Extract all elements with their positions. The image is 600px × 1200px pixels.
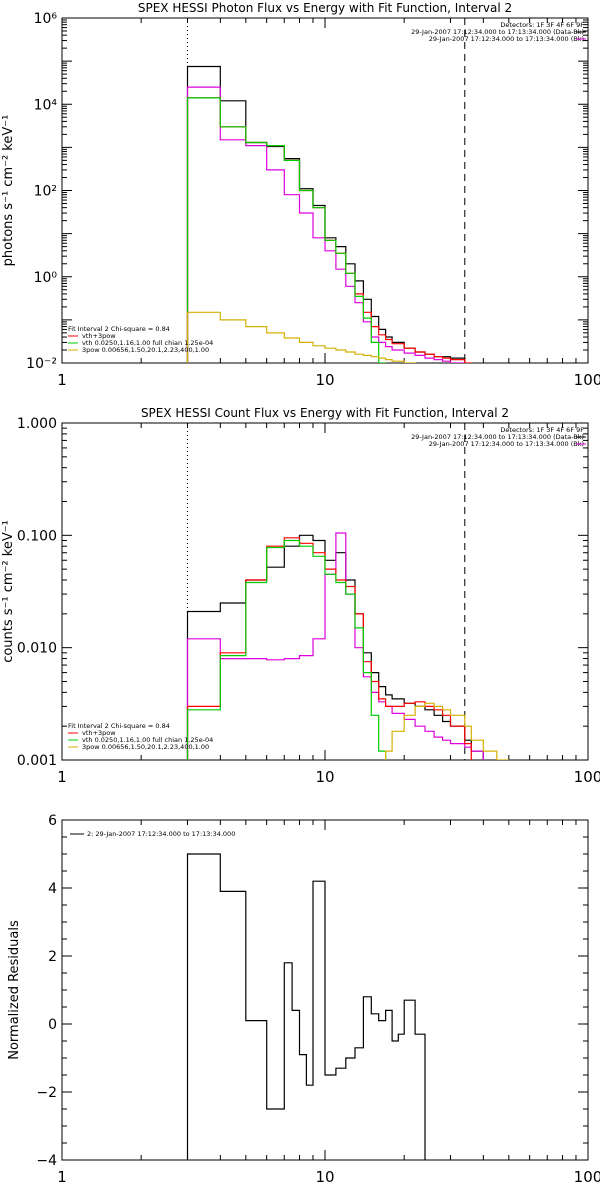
series-group [186,853,426,1160]
header-text: 29-Jan-2007 17:12:34.000 to 17:13:34.000… [411,433,584,441]
y-tick-label: 10⁰ [34,270,58,286]
header-text: 29-Jan-2007 17:12:34.000 to 17:13:34.000… [429,35,584,43]
series-line-5 [385,702,509,760]
series-line-1 [186,853,426,1160]
legend-entry: vth 0.0250,1.16,1.00 full chian 1.25e-04 [82,339,213,347]
legend-entry: Fit Interval 2 Chi-square = 0.84 [68,722,170,730]
x-tick-label: 10 [315,371,334,389]
legend-entry: 3pow 0.00656,1.50,20.1,2.23,400,1.00 [82,346,209,354]
y-tick-label: 10² [34,184,57,200]
y-tick-label: 10⁶ [34,11,58,27]
legend-entry: Fit Interval 2 Chi-square = 0.84 [68,325,170,333]
chart-panel-1: SPEX HESSI Photon Flux vs Energy with Fi… [1,1,600,389]
series-line-2 [186,86,465,363]
legend-entry: 3pow 0.00656,1.50,20.1,2.23,400,1.00 [82,743,209,751]
y-tick-label: −2 [36,1085,57,1101]
series-line-1 [186,65,466,363]
x-tick-label: 100 [574,371,600,389]
header-text: 29-Jan-2007 17:12:34.000 to 17:13:34.000… [411,28,584,36]
x-tick-label: 1 [57,768,67,786]
chart-panel-3: Normalized Residuals 1 10 100 −4 −2 0 2 4 6 2: 29-… [7,813,600,1186]
x-tick-label: 100 [574,1168,600,1186]
y-tick-label: 4 [48,881,57,897]
y-tick-label: 6 [48,813,57,829]
x-tick-label: 10 [315,1168,334,1186]
legend-entry: 2: 29-Jan-2007 17:12:34.000 to 17:13:34.… [87,830,235,838]
chart-panel-2: SPEX HESSI Count Flux vs Energy with Fit… [1,406,600,786]
y-axis-label: photons s⁻¹ cm⁻² keV⁻¹ [1,115,16,267]
x-tick-label: 10 [315,768,334,786]
header-text: 29-Jan-2007 17:12:34.000 to 17:13:34.000… [429,440,584,448]
series-line-3 [186,537,472,760]
y-tick-label: 0.001 [17,753,57,769]
series-group [186,65,510,363]
legend-entry: vth 0.0250,1.16,1.00 full chian 1.25e-04 [82,736,213,744]
y-tick-label: −4 [36,1153,57,1169]
series-line-4 [186,97,405,363]
y-tick-label: 10⁴ [34,97,58,113]
y-tick-label: 0.010 [17,641,57,657]
header-text: Detectors: 1F 3F 4F 6F 9F [500,21,584,29]
y-tick-label: 0.100 [17,528,57,544]
header-text: Detectors: 1F 3F 4F 6F 9F [500,426,584,434]
chart-title: SPEX HESSI Count Flux vs Energy with Fit… [141,406,509,420]
y-axis-label: Normalized Residuals [7,920,22,1060]
series-line-4 [186,539,387,760]
y-tick-label: 1.000 [17,416,57,432]
series-line-3 [186,97,510,363]
series-line-5 [186,311,510,363]
x-tick-label: 100 [574,768,600,786]
legend-entry: vth+3pow [82,729,116,737]
series-line-2 [186,532,484,760]
plot-frame [61,17,589,364]
y-tick-label: 0 [48,1017,57,1033]
y-tick-label: 2 [48,949,57,965]
x-tick-label: 1 [57,371,67,389]
series-group [186,532,509,760]
legend-entry: vth+3pow [82,332,116,340]
x-tick-label: 1 [57,1168,67,1186]
y-axis-label: counts s⁻¹ cm⁻² keV⁻¹ [1,520,16,663]
y-tick-label: 10⁻² [26,356,57,372]
chart-title: SPEX HESSI Photon Flux vs Energy with Fi… [138,1,512,15]
